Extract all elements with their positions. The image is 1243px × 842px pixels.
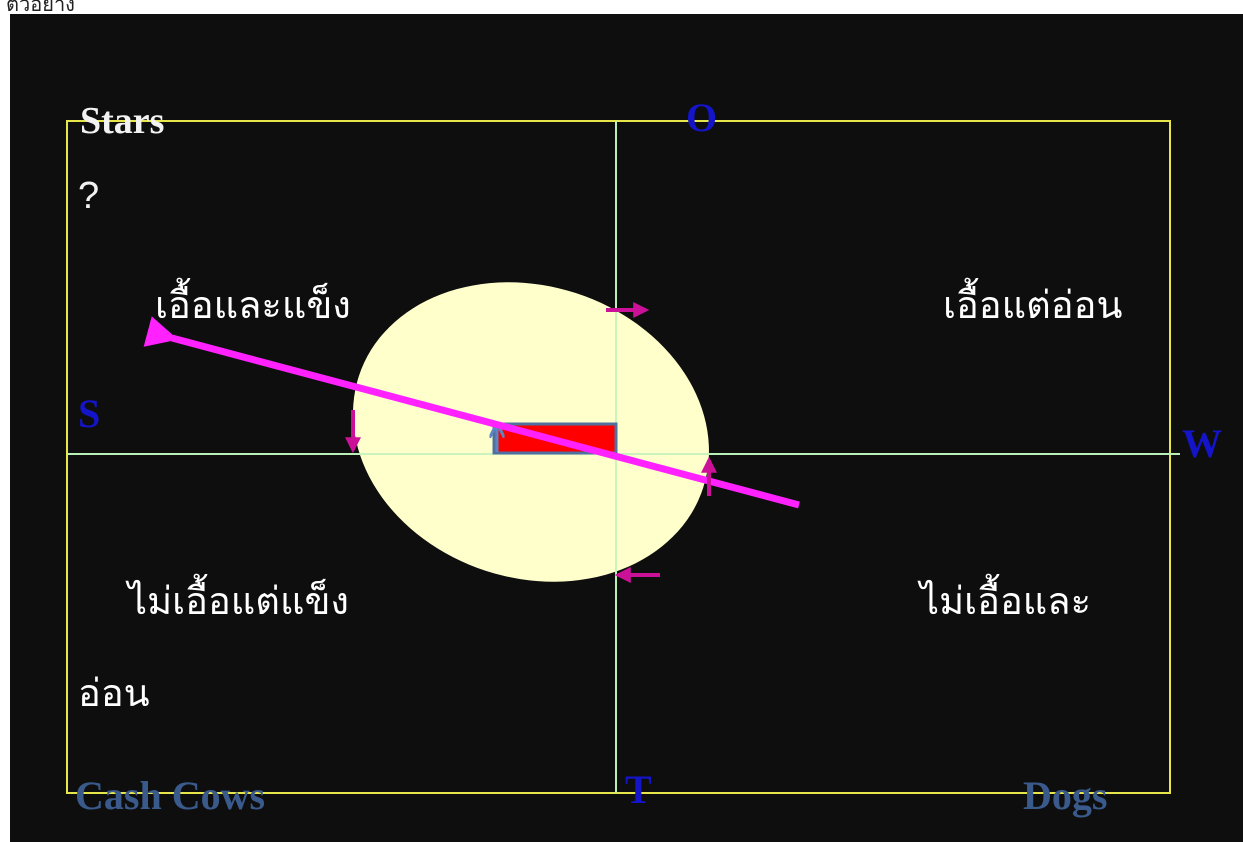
dogs-title: Dogs bbox=[1023, 773, 1108, 818]
swot-diagram-graphics bbox=[66, 120, 1180, 794]
quadrant-label-so: เอื้อและแข็ง bbox=[155, 283, 351, 327]
quadrant-label-wt: ไม่เอื้อและ bbox=[920, 579, 1091, 623]
cash-cows-title: Cash Cows bbox=[75, 773, 266, 818]
axis-label-weaknesses: W bbox=[1182, 421, 1222, 466]
swot-slide: Stars ? เอื้อและแข็ง เอื้อแต่อ่อน ไม่เอื… bbox=[10, 14, 1243, 842]
stars-title: Stars bbox=[80, 100, 165, 142]
strategy-direction-arrow bbox=[143, 316, 800, 509]
axis-label-strengths: S bbox=[78, 391, 101, 436]
page-caption: ตัวอย่าง bbox=[6, 0, 75, 16]
question-mark: ? bbox=[78, 175, 100, 217]
quadrant-label-wo: เอื้อแต่อ่อน bbox=[943, 283, 1123, 327]
quadrant-label-wt-continued: อ่อน bbox=[78, 671, 150, 715]
matrix-frame bbox=[66, 120, 1171, 794]
quadrant-label-st: ไม่เอื้อแต่แข็ง bbox=[128, 579, 349, 623]
axis-label-opportunities: O bbox=[686, 95, 718, 140]
axis-label-threats: T bbox=[625, 767, 652, 812]
